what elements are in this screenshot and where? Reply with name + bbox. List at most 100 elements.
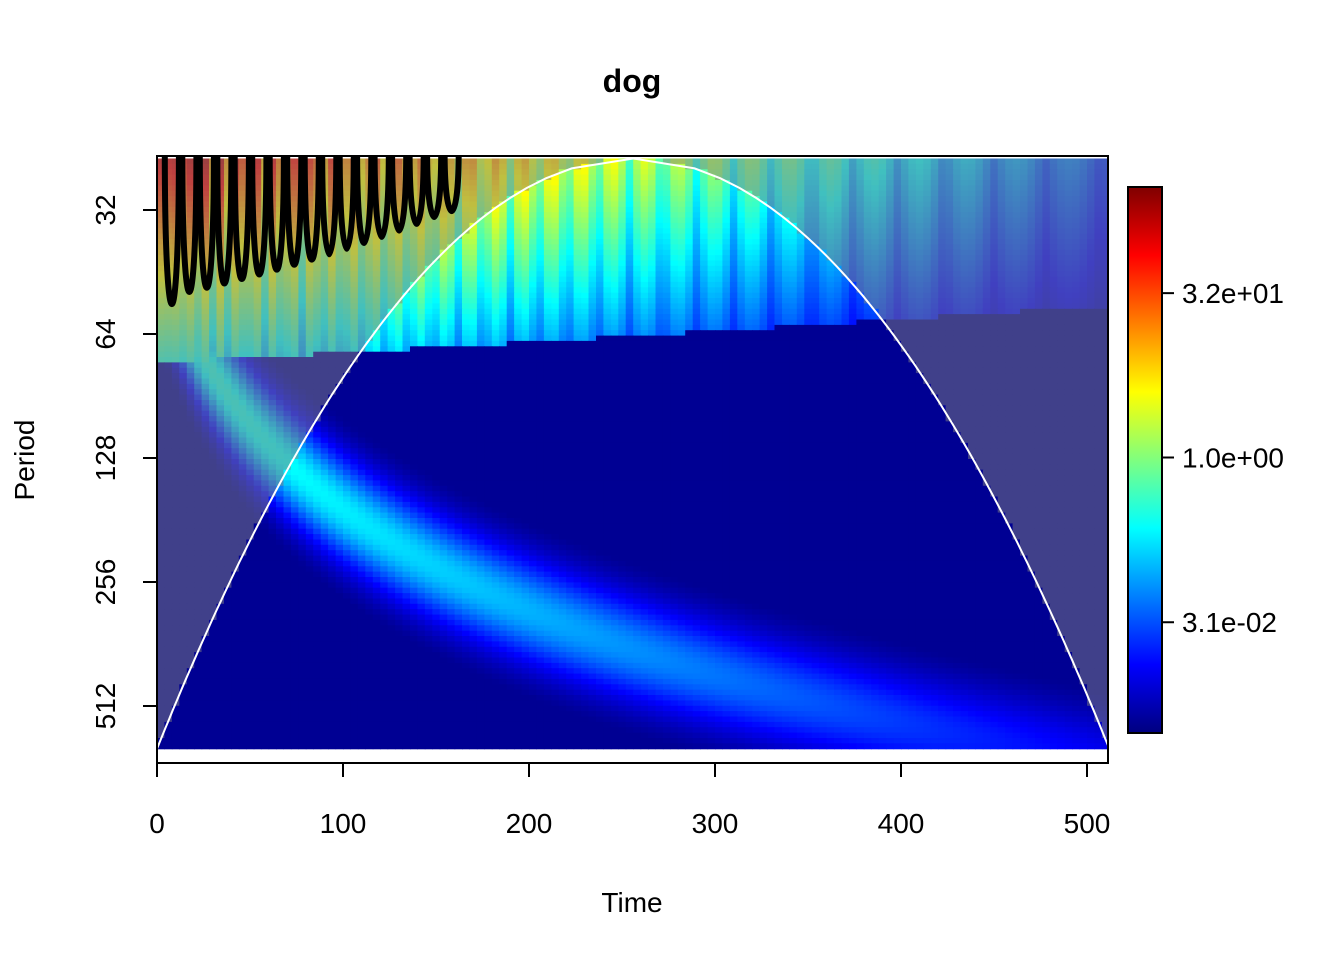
heatmap-cell bbox=[1049, 239, 1058, 245]
heatmap-cell bbox=[685, 212, 694, 219]
heatmap-cell bbox=[670, 174, 679, 181]
heatmap-cell bbox=[930, 362, 939, 369]
heatmap-cell bbox=[789, 206, 798, 213]
heatmap-cell bbox=[640, 185, 649, 192]
heatmap-cell bbox=[1079, 330, 1088, 337]
heatmap-cell bbox=[476, 314, 485, 321]
heatmap-cell bbox=[276, 357, 284, 363]
heatmap-cell bbox=[1101, 335, 1108, 342]
heatmap-cell bbox=[767, 298, 776, 304]
heatmap-cell bbox=[491, 255, 500, 262]
heatmap-cell bbox=[521, 222, 530, 229]
heatmap-cell bbox=[729, 292, 738, 299]
heatmap-cell bbox=[380, 276, 389, 283]
heatmap-cell bbox=[752, 249, 761, 256]
heatmap-cell bbox=[677, 314, 686, 321]
heatmap-cell bbox=[380, 271, 389, 278]
heatmap-cell bbox=[826, 255, 835, 262]
heatmap-cell bbox=[343, 206, 351, 213]
heatmap-cell bbox=[655, 169, 664, 176]
heatmap-cell bbox=[1057, 222, 1066, 229]
heatmap-cell bbox=[901, 174, 909, 181]
heatmap-cell bbox=[1049, 260, 1058, 267]
heatmap-cell bbox=[744, 265, 753, 272]
heatmap-cell bbox=[990, 340, 999, 347]
heatmap-cell bbox=[521, 314, 530, 321]
heatmap-cell bbox=[677, 244, 686, 251]
heatmap-cell bbox=[179, 292, 188, 299]
heatmap-cell bbox=[380, 190, 389, 197]
heatmap-cell bbox=[164, 169, 173, 176]
heatmap-cell bbox=[1012, 314, 1021, 321]
heatmap-cell bbox=[268, 303, 277, 310]
heatmap-cell bbox=[543, 158, 552, 165]
heatmap-cell bbox=[901, 206, 909, 213]
heatmap-cell bbox=[372, 335, 381, 342]
heatmap-cell bbox=[1079, 281, 1088, 288]
heatmap-cell bbox=[737, 330, 746, 337]
heatmap-cell bbox=[491, 180, 500, 186]
heatmap-cell bbox=[915, 212, 924, 219]
heatmap-cell bbox=[841, 335, 850, 342]
heatmap-cell bbox=[588, 330, 597, 337]
heatmap-cell bbox=[1057, 239, 1066, 245]
heatmap-cell bbox=[290, 265, 299, 272]
heatmap-cell bbox=[1049, 292, 1058, 299]
heatmap-cell bbox=[1057, 324, 1066, 331]
heatmap-cell bbox=[1005, 228, 1014, 235]
heatmap-cell bbox=[789, 174, 798, 181]
heatmap-cell bbox=[529, 217, 537, 224]
heatmap-cell bbox=[1034, 319, 1043, 326]
heatmap-cell bbox=[811, 212, 820, 219]
heatmap-cell bbox=[633, 174, 642, 181]
heatmap-cell bbox=[395, 281, 404, 288]
heatmap-cell bbox=[848, 260, 857, 267]
heatmap-cell bbox=[923, 163, 932, 170]
heatmap-cell bbox=[268, 362, 277, 369]
heatmap-cell bbox=[871, 212, 880, 219]
heatmap-cell bbox=[417, 255, 426, 262]
heatmap-cell bbox=[848, 319, 857, 326]
heatmap-cell bbox=[1064, 271, 1073, 278]
heatmap-cell bbox=[566, 335, 575, 342]
heatmap-cell bbox=[819, 158, 828, 165]
heatmap-cell bbox=[915, 174, 924, 181]
heatmap-cell bbox=[350, 298, 359, 304]
heatmap-cell bbox=[179, 335, 188, 342]
heatmap-cell bbox=[558, 346, 567, 353]
heatmap-cell bbox=[462, 255, 470, 262]
heatmap-cell bbox=[1034, 276, 1043, 283]
heatmap-cell bbox=[365, 271, 374, 278]
heatmap-cell bbox=[982, 362, 991, 369]
heatmap-cell bbox=[774, 222, 783, 229]
heatmap-cell bbox=[186, 292, 195, 299]
heatmap-cell bbox=[752, 357, 761, 363]
heatmap-cell bbox=[298, 233, 307, 240]
heatmap-cell bbox=[715, 163, 723, 170]
heatmap-cell bbox=[1042, 174, 1051, 181]
heatmap-cell bbox=[476, 222, 485, 229]
heatmap-cell bbox=[707, 303, 716, 310]
heatmap-cell bbox=[722, 303, 731, 310]
heatmap-cell bbox=[1027, 217, 1036, 224]
heatmap-cell bbox=[224, 319, 232, 326]
heatmap-cell bbox=[1027, 324, 1036, 331]
heatmap-cell bbox=[499, 330, 508, 337]
heatmap-cell bbox=[209, 324, 218, 331]
heatmap-cell bbox=[596, 276, 604, 283]
heatmap-cell bbox=[201, 292, 210, 299]
heatmap-cell bbox=[1005, 249, 1014, 256]
heatmap-cell bbox=[789, 158, 798, 165]
heatmap-cell bbox=[610, 265, 619, 272]
heatmap-cell bbox=[1057, 174, 1066, 181]
heatmap-cell bbox=[276, 303, 284, 310]
heatmap-cell bbox=[655, 362, 664, 369]
heatmap-cell bbox=[573, 324, 582, 331]
heatmap-cell bbox=[529, 335, 537, 342]
heatmap-cell bbox=[179, 281, 188, 288]
heatmap-cell bbox=[387, 335, 396, 342]
heatmap-cell bbox=[171, 351, 180, 358]
heatmap-cell bbox=[380, 244, 389, 251]
heatmap-cell bbox=[529, 281, 537, 288]
heatmap-cell bbox=[901, 169, 909, 176]
